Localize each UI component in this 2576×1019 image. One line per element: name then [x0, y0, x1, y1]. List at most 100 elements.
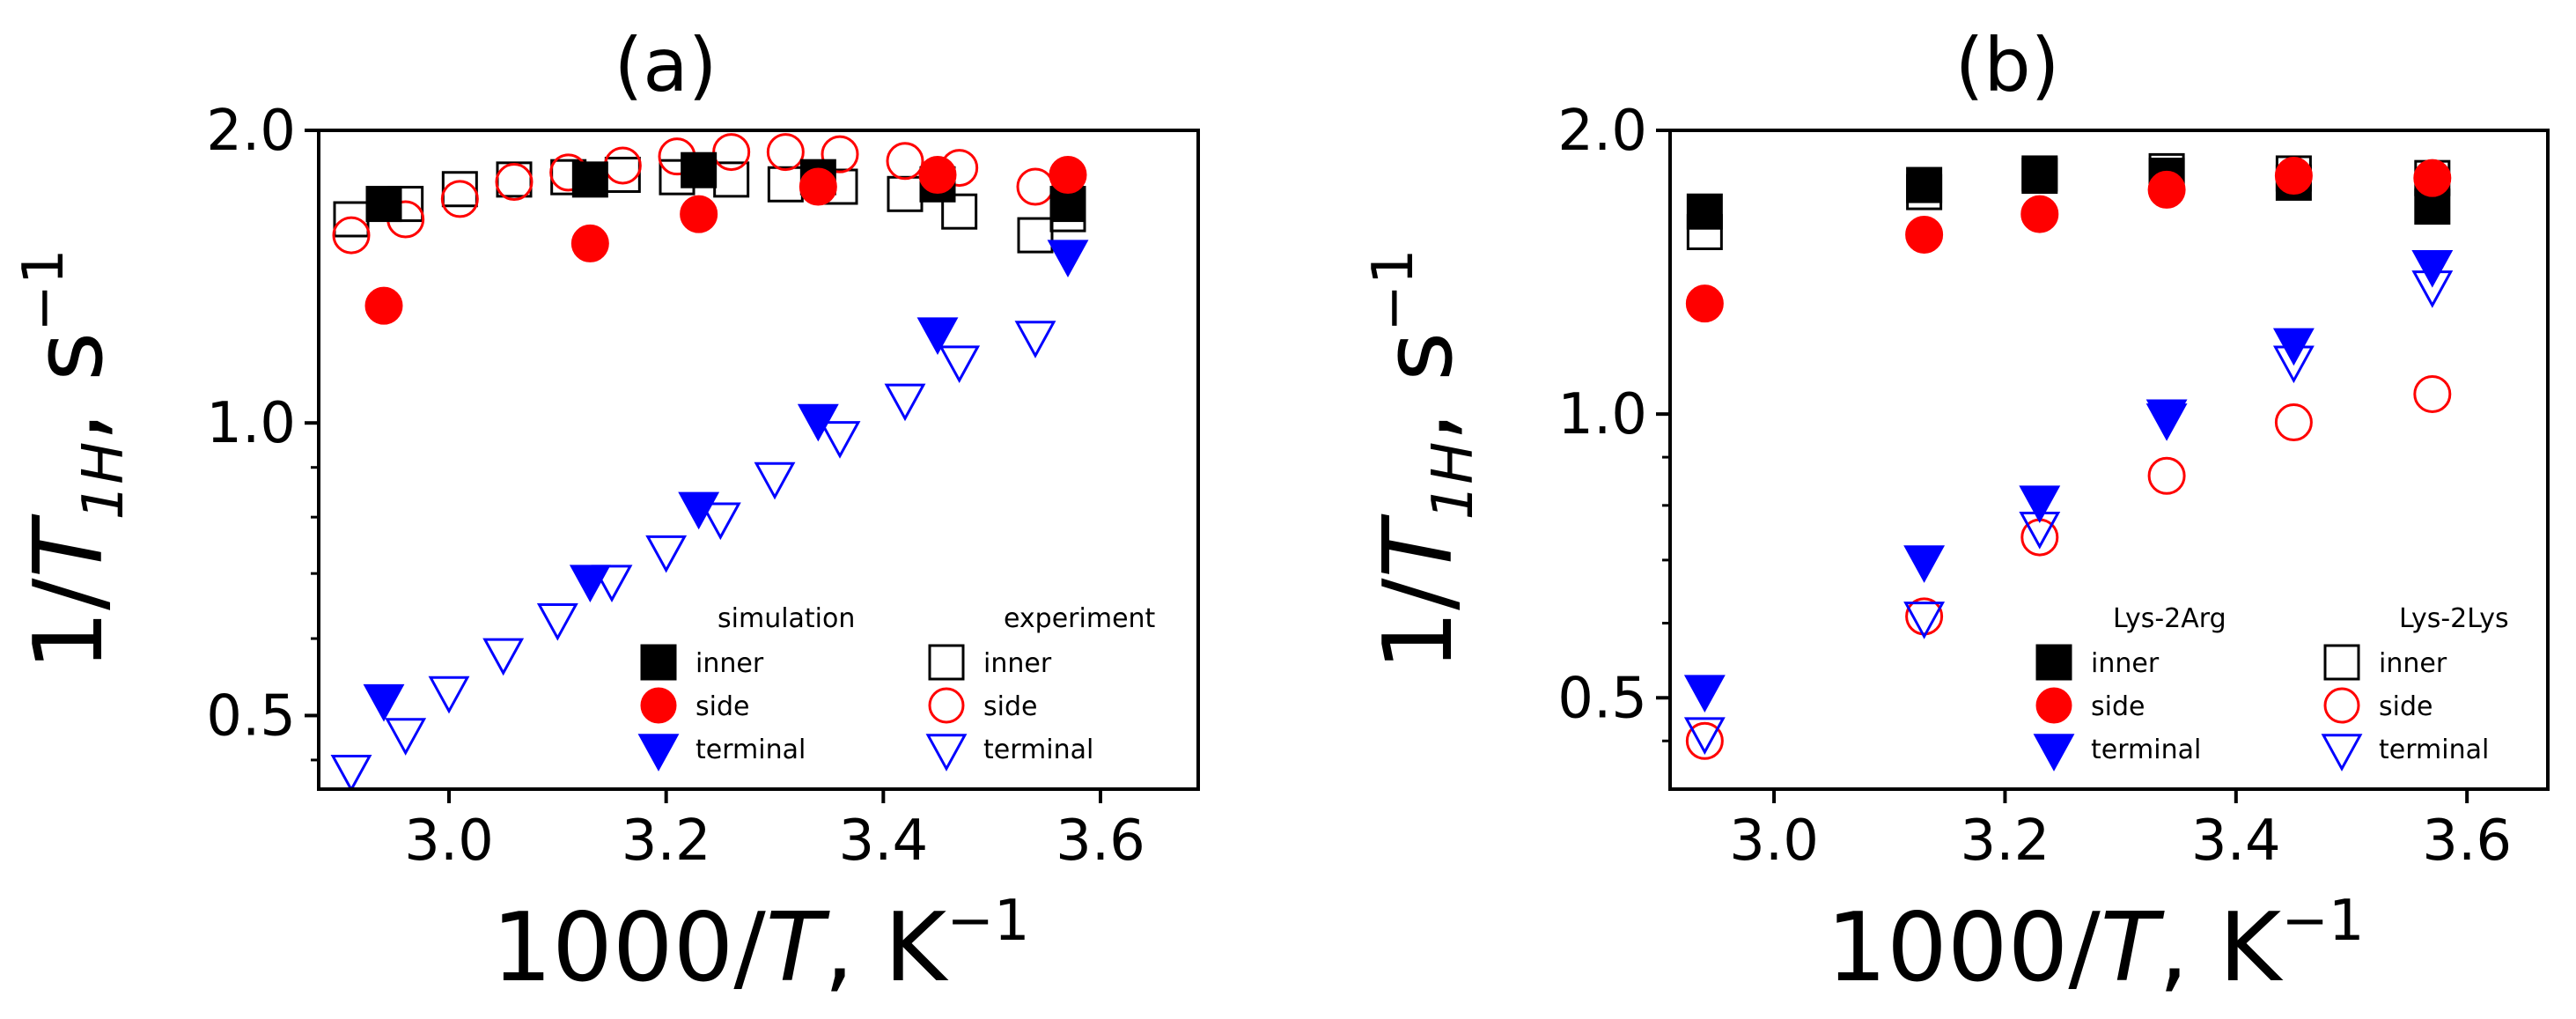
svg-text:1/T1H, s−1: 1/T1H, s−1 [11, 248, 136, 670]
legend-b-header-2: Lys-2Lys [2399, 603, 2509, 634]
x-tick-label: 3.4 [838, 809, 928, 874]
marker-experiment-terminal [591, 565, 633, 602]
legend-label: side [2091, 691, 2145, 722]
marker-experiment-side [440, 180, 479, 218]
panel-b-frame [1668, 129, 2550, 791]
marker-lys-2lys-side [2413, 374, 2452, 413]
y-tick-label: 2.0 [206, 99, 296, 164]
legend-marker-experiment-terminal [925, 734, 968, 772]
legend-marker-lys-2lys-side [2323, 687, 2360, 724]
legend-marker-experiment-inner [928, 644, 965, 681]
legend-label: side [983, 691, 1037, 722]
marker-lys-2arg-terminal [2272, 328, 2315, 366]
marker-simulation-side [570, 224, 609, 262]
marker-simulation-inner [681, 151, 718, 188]
x-tick-label: 3.6 [1056, 809, 1145, 874]
x-tick-label: 3.2 [1961, 809, 2050, 874]
marker-simulation-side [1049, 155, 1087, 194]
panel-a-markers [330, 133, 1089, 789]
panel-b-legend: Lys-2Arg Lys-2Lys inner side terminal inner… [2033, 603, 2509, 772]
marker-lys-2arg-terminal [1683, 675, 1726, 713]
marker-lys-2arg-inner [1906, 166, 1943, 203]
legend-a-header-2: experiment [1004, 603, 1156, 634]
marker-simulation-side [364, 286, 403, 325]
marker-experiment-terminal [536, 602, 578, 641]
y-tick-label: 1.0 [1557, 382, 1647, 447]
marker-experiment-inner [941, 193, 978, 230]
marker-simulation-terminal [569, 565, 611, 602]
legend-marker-simulation-inner [640, 644, 677, 681]
legend-marker-lys-2lys-inner [2323, 644, 2360, 681]
panel-b-title: (b) [1955, 22, 2060, 108]
marker-experiment-inner [333, 201, 370, 238]
marker-experiment-side [821, 135, 859, 174]
panel-a-title: (a) [614, 22, 717, 108]
x-tick-label: 3.4 [2191, 809, 2281, 874]
panel-b-xlabel: 1000/T, K−1 [1826, 889, 2364, 1003]
marker-simulation-terminal [1047, 240, 1089, 278]
marker-lys-2lys-side [1685, 721, 1724, 760]
x-tick-label: 3.0 [404, 809, 494, 874]
marker-lys-2arg-terminal [2145, 399, 2188, 438]
marker-experiment-terminal [482, 638, 525, 676]
marker-experiment-side [712, 133, 751, 172]
legend-label: terminal [983, 735, 1093, 765]
legend-label: inner [2091, 648, 2160, 679]
y-tick-label: 2.0 [1557, 99, 1647, 164]
legend-marker-simulation-terminal [637, 734, 680, 772]
marker-experiment-terminal [428, 676, 470, 714]
marker-experiment-side [886, 142, 924, 181]
marker-experiment-terminal [884, 383, 926, 422]
marker-lys-2arg-side [1905, 215, 1944, 254]
y-tick-label: 0.5 [206, 683, 296, 749]
marker-experiment-inner [713, 161, 750, 198]
panel-a-frame [317, 129, 1200, 791]
legend-marker-lys-2arg-terminal [2033, 734, 2075, 772]
marker-simulation-inner [365, 186, 402, 223]
marker-lys-2arg-terminal [2019, 485, 2061, 523]
y-tick-label: 0.5 [1557, 666, 1647, 731]
legend-label: inner [983, 648, 1052, 679]
panel-a-xlabel: 1000/T, K−1 [491, 889, 1029, 1003]
legend-b-header-1: Lys-2Arg [2113, 603, 2226, 634]
panel-b-markers [1683, 152, 2454, 760]
legend-label: terminal [2379, 735, 2489, 765]
marker-experiment-side [603, 146, 642, 185]
svg-text:1000/T, K−1: 1000/T, K−1 [1826, 889, 2364, 1003]
marker-lys-2arg-side [1685, 284, 1724, 323]
legend-marker-lys-2lys-terminal [2321, 734, 2363, 772]
legend-marker-simulation-side [640, 687, 677, 724]
marker-lys-2arg-side [2413, 159, 2452, 197]
marker-experiment-terminal [330, 755, 372, 789]
marker-simulation-terminal [678, 491, 720, 530]
legend-a-header-1: simulation [718, 603, 855, 634]
marker-experiment-terminal [385, 718, 427, 756]
panel-b-ticks: 3.0 3.2 3.4 3.6 0.5 1.0 2.0 [1557, 99, 2512, 874]
marker-experiment-side [332, 216, 371, 255]
marker-experiment-terminal [645, 535, 688, 573]
panel-a-ylabel: 1/T1H, s−1 [11, 248, 136, 670]
marker-experiment-side [495, 163, 534, 202]
marker-lys-2arg-side [2274, 157, 2313, 196]
legend-marker-experiment-side [928, 687, 965, 724]
marker-lys-2arg-inner [2021, 155, 2058, 192]
panel-a-ticks: 3.0 3.2 3.4 3.6 0.5 1.0 2.0 [206, 99, 1145, 874]
marker-experiment-terminal [1014, 321, 1056, 358]
marker-experiment-terminal [699, 502, 741, 541]
marker-lys-2arg-inner [1686, 193, 1723, 230]
panel-a: (a) 1/T1H, s−1 1000/T, K−1 3.0 3.2 3.4 3.6 0… [11, 22, 1200, 1003]
marker-experiment-inner [604, 156, 641, 193]
legend-label: terminal [696, 735, 806, 765]
marker-lys-2arg-terminal [1903, 545, 1946, 583]
panel-b-ylabel: 1/T1H, s−1 [1361, 248, 1486, 670]
x-tick-label: 3.2 [622, 809, 711, 874]
marker-simulation-terminal [363, 683, 405, 722]
x-tick-label: 3.0 [1729, 809, 1819, 874]
marker-simulation-side [918, 155, 957, 194]
marker-experiment-terminal [754, 462, 796, 500]
marker-simulation-side [799, 167, 837, 206]
marker-experiment-terminal [938, 345, 981, 383]
legend-marker-lys-2arg-side [2035, 687, 2072, 724]
y-tick-label: 1.0 [206, 391, 296, 456]
marker-experiment-inner [1017, 217, 1054, 254]
